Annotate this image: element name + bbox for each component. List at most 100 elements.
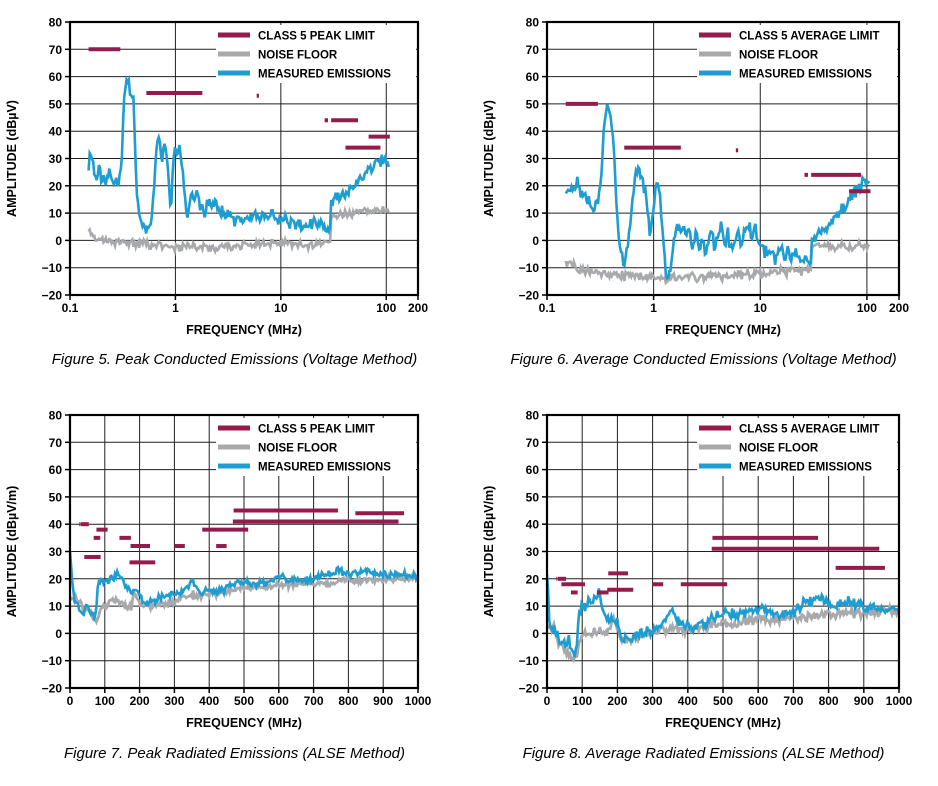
y-tick-label: −10 xyxy=(519,261,540,275)
x-axis: 0 100 200 300 400 500 600 700 800 900 1000 xyxy=(544,689,913,708)
y-tick-label: 60 xyxy=(526,463,540,477)
x-tick-label: 200 xyxy=(408,301,428,315)
y-tick-label: 20 xyxy=(526,572,540,586)
y-tick-label: 10 xyxy=(49,600,63,614)
x-axis-title: FREQUENCY (MHz) xyxy=(665,716,781,730)
y-tick-label: −10 xyxy=(519,654,540,668)
x-tick-label: 1 xyxy=(650,301,657,315)
y-tick-label: 80 xyxy=(526,16,540,30)
legend-label: CLASS 5 AVERAGE LIMIT xyxy=(739,424,880,436)
y-tick-label: 0 xyxy=(55,627,62,641)
figure-7-caption: Figure 7. Peak Radiated Emissions (ALSE … xyxy=(64,745,405,762)
y-tick-label: 20 xyxy=(49,179,63,193)
x-tick-label: 1000 xyxy=(886,694,913,708)
limit-series xyxy=(88,47,390,150)
legend: CLASS 5 PEAK LIMIT NOISE FLOOR MEASURED EM… xyxy=(216,25,416,83)
x-tick-label: 500 xyxy=(234,694,254,708)
limit-series xyxy=(79,508,405,565)
figure-7-peak-radiated-emissions-chart: CLASS 5 PEAK LIMIT NOISE FLOOR MEASURED EM… xyxy=(5,409,432,731)
measured-emissions-series xyxy=(87,74,390,236)
x-tick-label: 10 xyxy=(754,301,768,315)
figure-8-caption: Figure 8. Average Radiated Emissions (AL… xyxy=(522,745,885,762)
y-tick-label: 0 xyxy=(55,234,62,248)
legend: CLASS 5 AVERAGE LIMIT NOISE FLOOR MEASURED… xyxy=(697,418,897,476)
x-tick-label: 700 xyxy=(304,694,324,708)
x-axis: 0.1 1 10 100 200 xyxy=(539,296,909,315)
legend: CLASS 5 PEAK LIMIT NOISE FLOOR MEASURED EM… xyxy=(216,418,416,476)
y-axis-title: AMPLITUDE (dBµV) xyxy=(5,100,19,217)
figure-6-average-conducted-emissions-chart: CLASS 5 AVERAGE LIMIT NOISE FLOOR MEASURED… xyxy=(482,16,909,338)
y-tick-label: 20 xyxy=(49,572,63,586)
y-tick-label: −20 xyxy=(42,289,63,303)
x-tick-label: 300 xyxy=(643,694,663,708)
y-tick-label: −20 xyxy=(519,289,540,303)
y-axis: 80 70 60 50 40 30 20 10 0 −10 −20 xyxy=(42,16,69,303)
y-tick-label: 20 xyxy=(526,179,540,193)
x-tick-label: 10 xyxy=(274,301,288,315)
x-tick-label: 800 xyxy=(819,694,839,708)
y-tick-label: 70 xyxy=(526,43,540,57)
x-axis-title: FREQUENCY (MHz) xyxy=(186,323,302,337)
y-tick-label: 50 xyxy=(49,490,63,504)
x-tick-label: 0 xyxy=(544,694,551,708)
y-tick-label: 80 xyxy=(49,409,63,423)
figure-6-caption: Figure 6. Average Conducted Emissions (V… xyxy=(510,351,897,368)
y-axis-title: AMPLITUDE (dBµV/m) xyxy=(5,486,19,618)
y-tick-label: 10 xyxy=(526,600,540,614)
legend-label: CLASS 5 PEAK LIMIT xyxy=(258,424,375,436)
y-tick-label: 70 xyxy=(49,43,63,57)
x-tick-label: 1 xyxy=(172,301,179,315)
noise-floor-series xyxy=(70,571,418,626)
x-tick-label: 800 xyxy=(338,694,358,708)
x-tick-label: 900 xyxy=(373,694,393,708)
y-tick-label: 30 xyxy=(49,152,63,166)
y-tick-label: 80 xyxy=(49,16,63,30)
x-axis: 0.1 1 10 100 200 xyxy=(62,296,428,315)
x-tick-label: 100 xyxy=(376,301,396,315)
legend-label: CLASS 5 PEAK LIMIT xyxy=(258,31,375,43)
x-tick-label: 200 xyxy=(130,694,150,708)
x-tick-label: 400 xyxy=(199,694,219,708)
y-tick-label: 30 xyxy=(526,152,540,166)
x-tick-label: 200 xyxy=(607,694,627,708)
x-tick-label: 300 xyxy=(164,694,184,708)
y-tick-label: 10 xyxy=(526,207,540,221)
x-tick-label: 0.1 xyxy=(539,301,556,315)
y-tick-label: 40 xyxy=(526,125,540,139)
y-tick-label: 30 xyxy=(526,545,540,559)
plot-frame xyxy=(68,20,420,297)
y-axis: 80 70 60 50 40 30 20 10 0 −10 −20 xyxy=(519,16,546,303)
y-tick-label: 70 xyxy=(526,436,540,450)
y-tick-label: 60 xyxy=(526,70,540,84)
legend: CLASS 5 AVERAGE LIMIT NOISE FLOOR MEASURED… xyxy=(697,25,897,83)
y-axis: 80 70 60 50 40 30 20 10 0 −10 −20 xyxy=(519,409,546,696)
measured-emissions-series xyxy=(564,104,871,280)
limit-series xyxy=(565,101,871,194)
limit-series xyxy=(556,535,885,595)
legend-label: MEASURED EMISSIONS xyxy=(258,69,391,81)
x-tick-label: 1000 xyxy=(405,694,432,708)
x-tick-label: 0.1 xyxy=(62,301,79,315)
y-tick-label: −10 xyxy=(42,654,63,668)
x-tick-label: 100 xyxy=(857,301,877,315)
legend-label: NOISE FLOOR xyxy=(739,50,819,62)
y-tick-label: 50 xyxy=(526,97,540,111)
legend-label: NOISE FLOOR xyxy=(258,443,338,455)
x-tick-label: 100 xyxy=(572,694,592,708)
x-tick-label: 200 xyxy=(889,301,909,315)
y-tick-label: 60 xyxy=(49,463,63,477)
measured-emissions-series xyxy=(70,551,418,623)
y-tick-label: 80 xyxy=(526,409,540,423)
x-tick-label: 700 xyxy=(783,694,803,708)
figure-8-average-radiated-emissions-chart: CLASS 5 AVERAGE LIMIT NOISE FLOOR MEASURED… xyxy=(482,409,913,731)
y-tick-label: 40 xyxy=(49,125,63,139)
x-tick-label: 600 xyxy=(269,694,289,708)
legend-label: NOISE FLOOR xyxy=(739,443,819,455)
noise-floor-series xyxy=(547,601,899,664)
plot-frame xyxy=(68,413,420,690)
y-tick-label: 70 xyxy=(49,436,63,450)
measured-emissions-series xyxy=(547,574,899,658)
noise-floor-series xyxy=(564,237,871,286)
y-tick-label: 10 xyxy=(49,207,63,221)
